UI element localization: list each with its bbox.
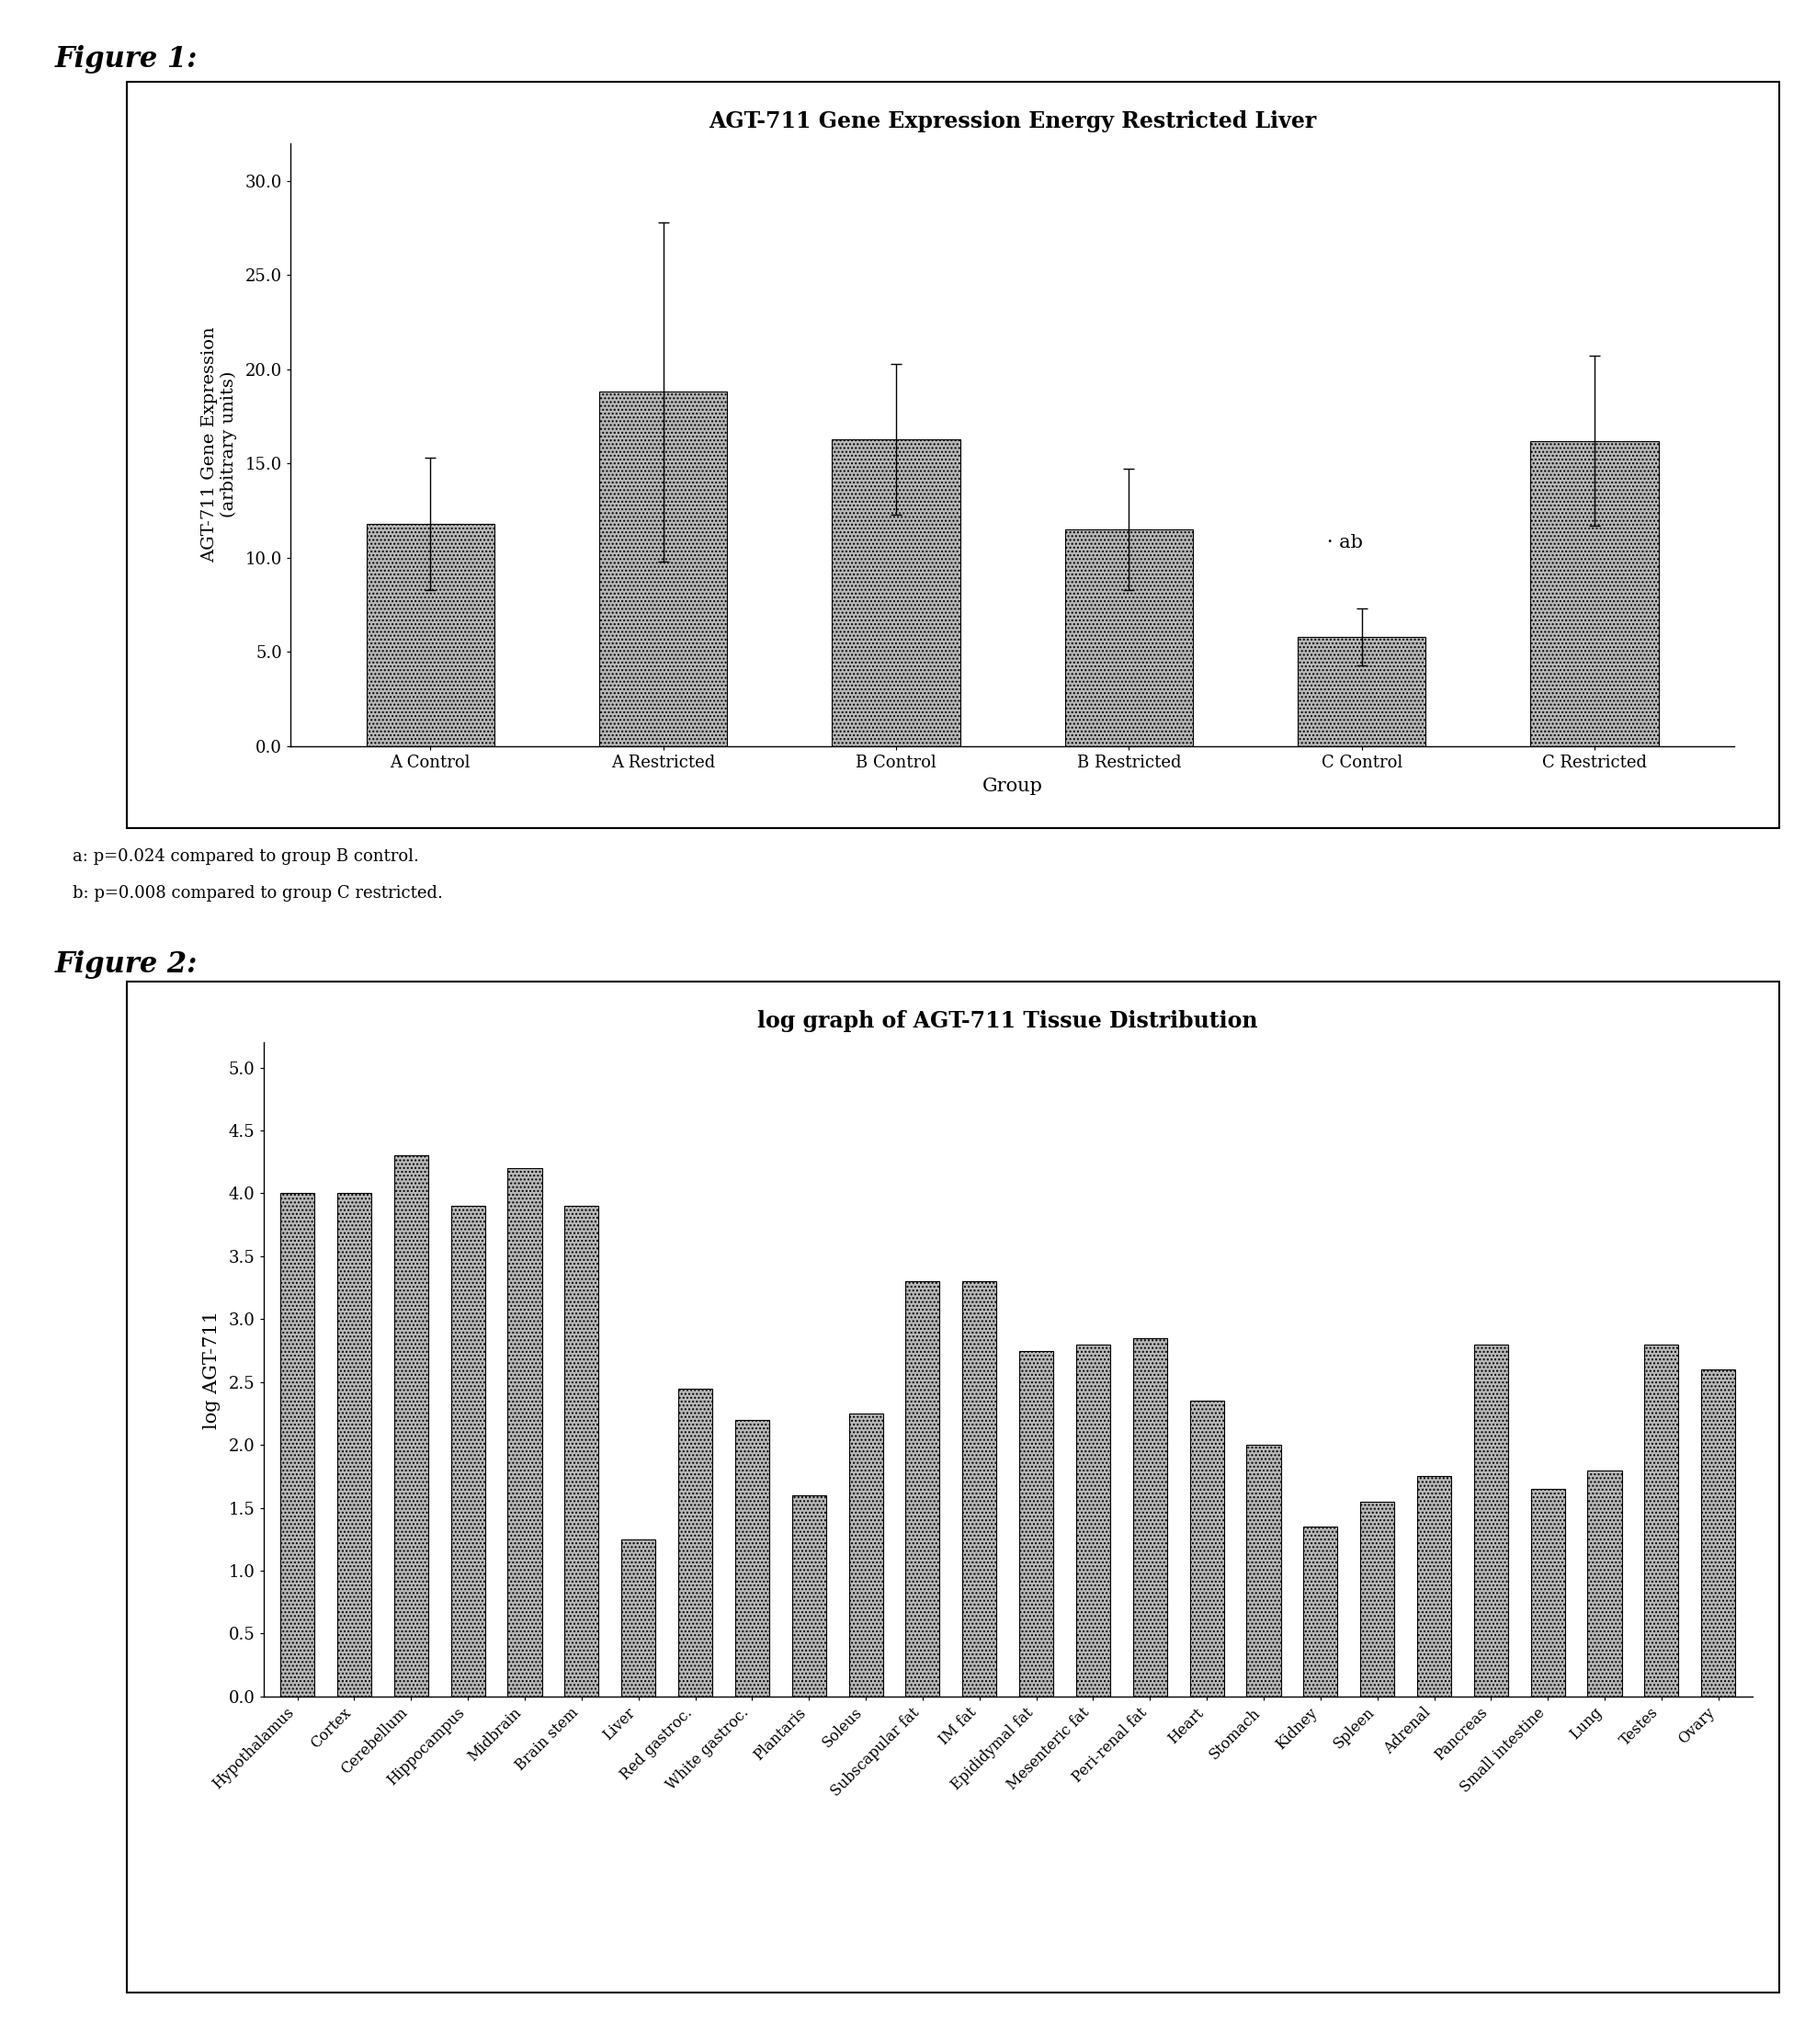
Y-axis label: AGT-711 Gene Expression
(arbitrary units): AGT-711 Gene Expression (arbitrary units…: [202, 327, 238, 562]
Bar: [394, 1155, 429, 1697]
Bar: [1304, 1527, 1338, 1697]
Bar: [792, 1496, 826, 1697]
Bar: [1019, 1351, 1053, 1697]
Bar: [367, 523, 494, 746]
Text: Figure 1:: Figure 1:: [54, 45, 198, 74]
Bar: [735, 1421, 770, 1697]
X-axis label: Group: Group: [982, 777, 1042, 795]
Bar: [1298, 638, 1426, 746]
Bar: [1531, 1488, 1565, 1697]
Bar: [1246, 1445, 1280, 1697]
Bar: [1133, 1339, 1168, 1697]
Bar: [906, 1282, 939, 1697]
Bar: [1702, 1369, 1736, 1697]
Bar: [1189, 1400, 1224, 1697]
Text: b: p=0.008 compared to group C restricted.: b: p=0.008 compared to group C restricte…: [73, 885, 443, 901]
Text: Figure 2:: Figure 2:: [54, 950, 198, 979]
Bar: [677, 1388, 712, 1697]
Text: · ab: · ab: [1327, 533, 1362, 552]
Bar: [338, 1194, 370, 1697]
Bar: [1531, 442, 1658, 746]
Title: log graph of AGT-711 Tissue Distribution: log graph of AGT-711 Tissue Distribution: [757, 1010, 1258, 1032]
Bar: [848, 1414, 883, 1697]
Bar: [565, 1206, 599, 1697]
Bar: [621, 1539, 656, 1697]
Bar: [1064, 529, 1193, 746]
Title: AGT-711 Gene Expression Energy Restricted Liver: AGT-711 Gene Expression Energy Restricte…: [708, 110, 1317, 133]
Bar: [1587, 1470, 1622, 1697]
Bar: [508, 1169, 541, 1697]
Bar: [1475, 1345, 1507, 1697]
Bar: [962, 1282, 997, 1697]
Bar: [1077, 1345, 1110, 1697]
Y-axis label: log AGT-711: log AGT-711: [203, 1310, 222, 1429]
Bar: [450, 1206, 485, 1697]
Bar: [832, 439, 961, 746]
Bar: [599, 392, 726, 746]
Bar: [1360, 1502, 1395, 1697]
Bar: [280, 1194, 314, 1697]
Bar: [1416, 1476, 1451, 1697]
Bar: [1645, 1345, 1678, 1697]
Text: a: p=0.024 compared to group B control.: a: p=0.024 compared to group B control.: [73, 848, 419, 865]
